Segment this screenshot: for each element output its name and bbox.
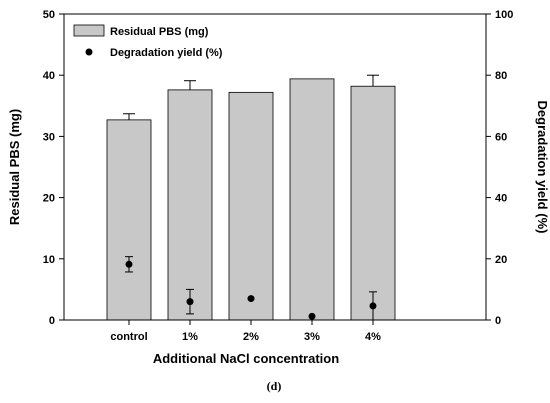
- left-axis-ticks: 0 10 20 30 40 50: [43, 9, 64, 327]
- scatter-series-degradation-yield: [125, 256, 377, 321]
- y2-tick-label: 80: [495, 70, 507, 82]
- legend-label-residual-pbs: Residual PBS (mg): [110, 26, 209, 38]
- figure-caption: (d): [267, 379, 282, 393]
- bar: [106, 119, 152, 321]
- bar: [167, 89, 213, 321]
- y2-tick-label: 40: [495, 193, 507, 205]
- legend-swatch-residual-pbs: [73, 24, 105, 37]
- data-point: [247, 295, 255, 303]
- data-point: [186, 298, 194, 306]
- y2-tick-label: 20: [495, 254, 507, 266]
- legend: Residual PBS (mg) Degradation yield (%): [73, 24, 223, 59]
- y-tick-label: 30: [43, 131, 55, 143]
- y2-tick-label: 100: [495, 9, 513, 21]
- bar: [228, 91, 274, 321]
- bar: [289, 78, 335, 321]
- legend-label-degradation-yield: Degradation yield (%): [110, 47, 223, 59]
- x-tick-label: 4%: [365, 331, 381, 343]
- bar: [350, 85, 396, 321]
- data-point: [125, 260, 133, 268]
- y2-axis-title: Degradation yield (%): [535, 101, 550, 234]
- y-axis-title: Residual PBS (mg): [7, 109, 22, 225]
- y2-tick-label: 60: [495, 131, 507, 143]
- y-tick-label: 20: [43, 193, 55, 205]
- y-tick-label: 40: [43, 70, 55, 82]
- data-point: [308, 312, 316, 320]
- y-tick-label: 50: [43, 9, 55, 21]
- plot-frame: [63, 13, 487, 321]
- legend-marker-degradation-yield: [85, 48, 93, 56]
- y2-tick-label: 0: [495, 315, 501, 327]
- x-tick-label: control: [110, 331, 147, 343]
- y-tick-label: 10: [43, 254, 55, 266]
- x-axis-ticks: control 1% 2% 3% 4%: [110, 320, 381, 343]
- y-tick-label: 0: [49, 315, 55, 327]
- right-axis-ticks: 0 20 40 60 80 100: [486, 9, 513, 327]
- x-tick-label: 2%: [243, 331, 259, 343]
- bar-series-residual-pbs: [106, 74, 396, 321]
- x-tick-label: 3%: [304, 331, 320, 343]
- data-point: [369, 302, 377, 310]
- x-tick-label: 1%: [182, 331, 198, 343]
- x-axis-title: Additional NaCl concentration: [153, 351, 339, 366]
